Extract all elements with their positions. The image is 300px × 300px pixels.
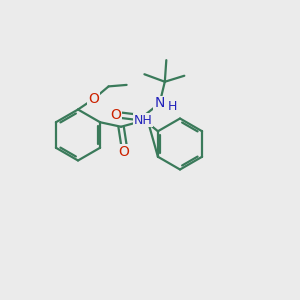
Text: N: N	[154, 96, 165, 110]
Text: NH: NH	[133, 114, 152, 127]
Text: O: O	[110, 108, 121, 122]
Text: O: O	[88, 92, 99, 106]
Text: O: O	[118, 145, 130, 159]
Text: H: H	[167, 100, 177, 113]
